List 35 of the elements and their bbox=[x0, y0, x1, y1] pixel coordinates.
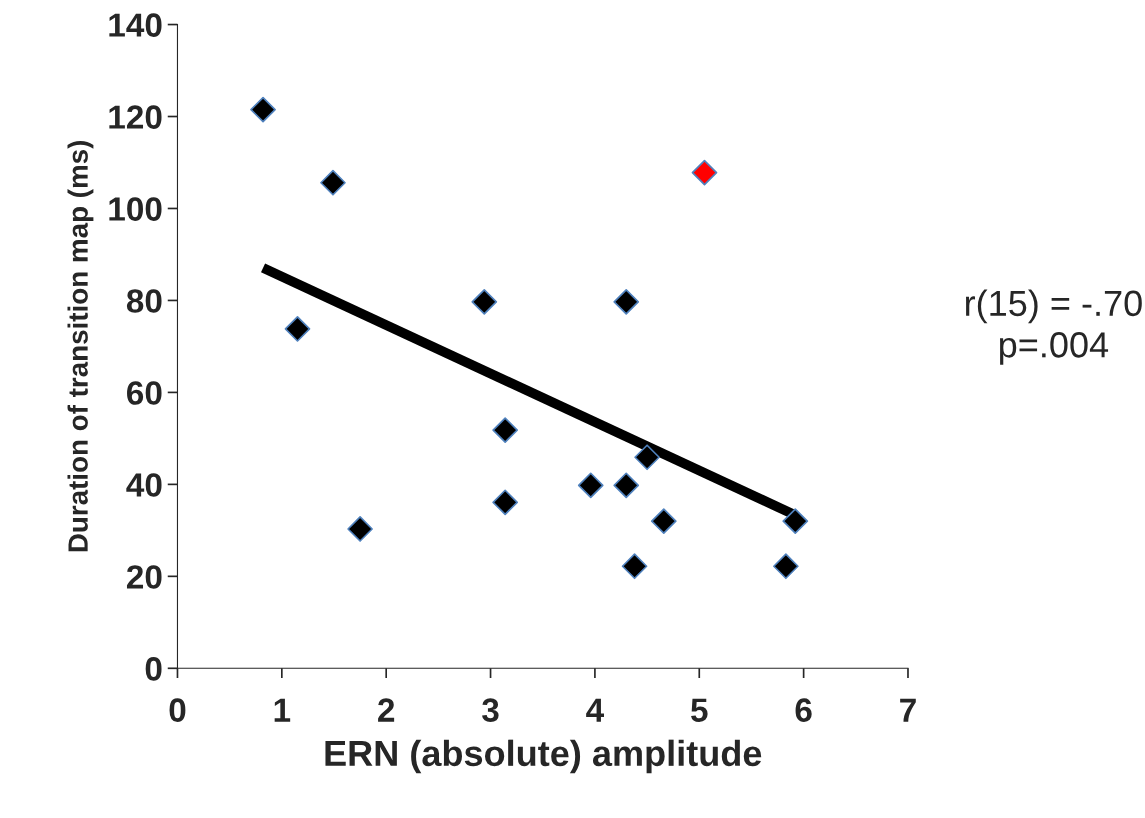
x-axis-title: ERN (absolute) amplitude bbox=[325, 739, 762, 774]
point bbox=[320, 169, 346, 196]
y-axis-title: Duration of transition map (ms) bbox=[67, 141, 94, 552]
y-tick-label: 120 bbox=[109, 105, 162, 129]
x-tick-label: 4 bbox=[586, 698, 604, 722]
point bbox=[284, 316, 311, 342]
y-tick-label: 20 bbox=[126, 565, 162, 589]
point bbox=[471, 288, 498, 315]
point bbox=[492, 417, 519, 443]
point bbox=[613, 288, 640, 315]
y-tick-label: 140 bbox=[109, 13, 162, 37]
x-tick-label: 0 bbox=[169, 698, 186, 722]
point bbox=[492, 489, 519, 516]
point bbox=[621, 553, 648, 580]
x-tick-label: 5 bbox=[691, 698, 708, 722]
y-tick-label: 60 bbox=[127, 381, 162, 405]
point bbox=[782, 508, 809, 535]
x-tick-label: 6 bbox=[795, 698, 812, 722]
text: r(15) = -.70 p=.004 bbox=[965, 289, 1142, 365]
x-tick-label: 1 bbox=[274, 698, 291, 722]
point bbox=[613, 472, 640, 499]
y-tick-label: 40 bbox=[126, 473, 162, 497]
x-tick-label: 3 bbox=[482, 698, 499, 722]
y-tick-label: 100 bbox=[109, 197, 162, 221]
x-tick-label: 7 bbox=[900, 698, 916, 722]
point bbox=[250, 96, 276, 123]
y-tick-label: 80 bbox=[126, 289, 162, 313]
x-tick-label: 2 bbox=[378, 698, 395, 722]
point bbox=[577, 472, 604, 499]
point bbox=[691, 159, 718, 186]
point bbox=[634, 444, 660, 471]
point bbox=[650, 508, 677, 535]
point bbox=[347, 516, 373, 542]
y-tick-label: 0 bbox=[145, 657, 162, 681]
point bbox=[773, 553, 799, 580]
